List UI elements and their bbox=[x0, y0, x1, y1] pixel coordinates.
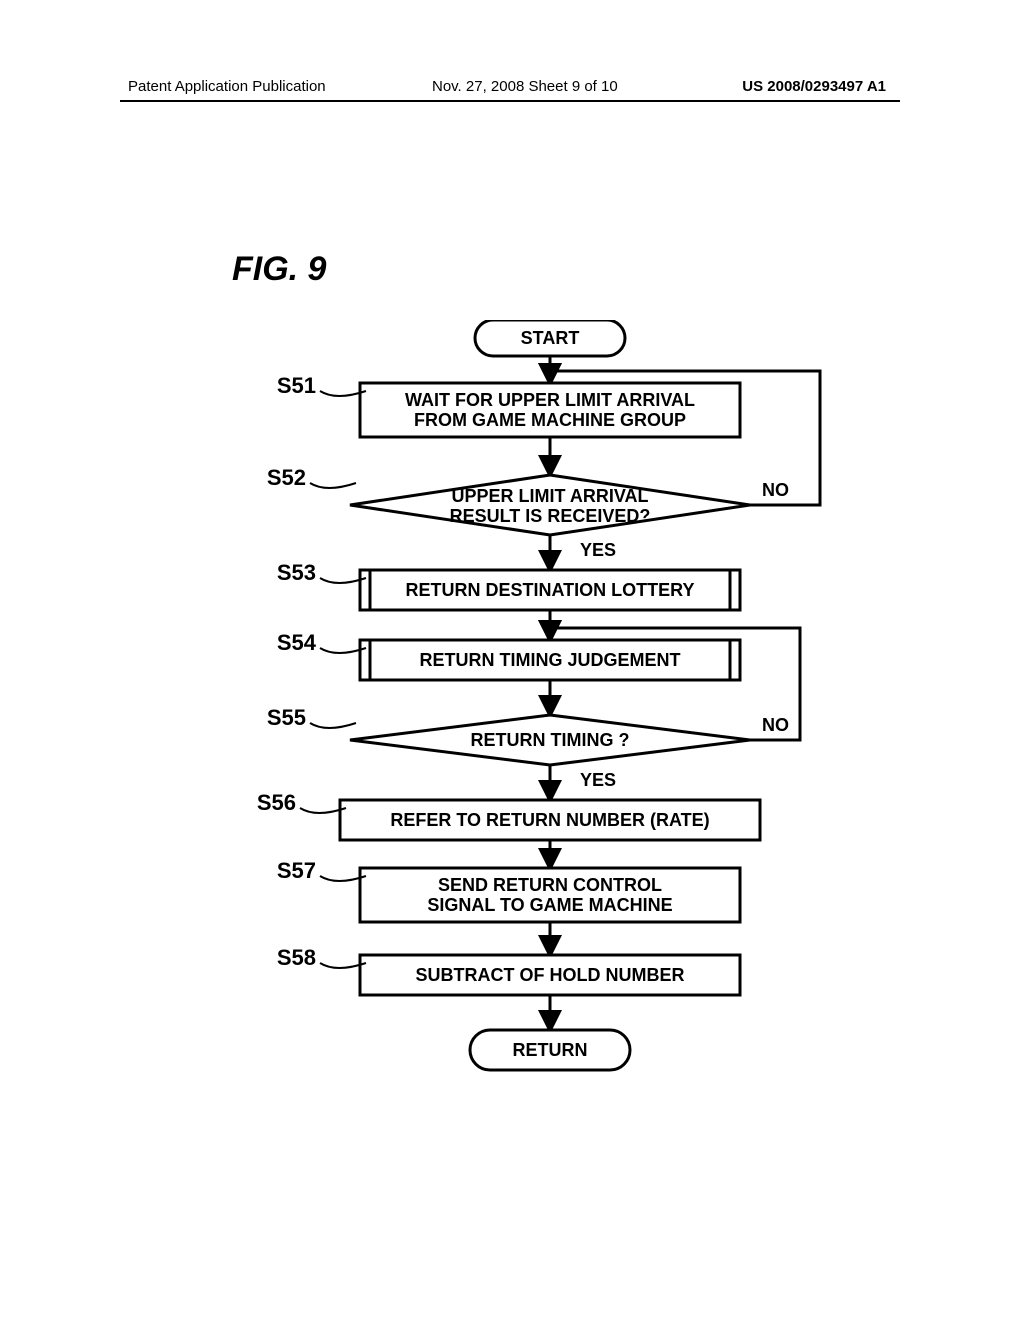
svg-text:S55: S55 bbox=[267, 705, 306, 730]
svg-text:S53: S53 bbox=[277, 560, 316, 585]
svg-text:RETURN TIMING JUDGEMENT: RETURN TIMING JUDGEMENT bbox=[420, 650, 681, 670]
header-right: US 2008/0293497 A1 bbox=[742, 78, 886, 95]
svg-text:FROM GAME MACHINE GROUP: FROM GAME MACHINE GROUP bbox=[414, 410, 686, 430]
svg-text:RETURN DESTINATION LOTTERY: RETURN DESTINATION LOTTERY bbox=[406, 580, 695, 600]
svg-text:S56: S56 bbox=[257, 790, 296, 815]
svg-text:YES: YES bbox=[580, 770, 616, 790]
header-left: Patent Application Publication bbox=[128, 78, 326, 95]
svg-text:REFER TO RETURN NUMBER (RATE): REFER TO RETURN NUMBER (RATE) bbox=[390, 810, 709, 830]
header-rule bbox=[120, 100, 900, 102]
svg-text:NO: NO bbox=[762, 480, 789, 500]
svg-text:S54: S54 bbox=[277, 630, 317, 655]
header-center: Nov. 27, 2008 Sheet 9 of 10 bbox=[432, 78, 618, 95]
figure-label: FIG. 9 bbox=[232, 250, 326, 289]
svg-text:YES: YES bbox=[580, 540, 616, 560]
svg-text:SUBTRACT OF HOLD NUMBER: SUBTRACT OF HOLD NUMBER bbox=[416, 965, 685, 985]
svg-text:WAIT FOR UPPER LIMIT ARRIVAL: WAIT FOR UPPER LIMIT ARRIVAL bbox=[405, 390, 695, 410]
svg-text:NO: NO bbox=[762, 715, 789, 735]
svg-text:S51: S51 bbox=[277, 373, 316, 398]
svg-text:START: START bbox=[521, 328, 580, 348]
svg-text:SEND RETURN CONTROL: SEND RETURN CONTROL bbox=[438, 875, 662, 895]
svg-text:RETURN TIMING ?: RETURN TIMING ? bbox=[471, 730, 630, 750]
svg-text:S58: S58 bbox=[277, 945, 316, 970]
svg-text:S52: S52 bbox=[267, 465, 306, 490]
svg-text:RETURN: RETURN bbox=[513, 1040, 588, 1060]
svg-text:S57: S57 bbox=[277, 858, 316, 883]
svg-text:RESULT IS RECEIVED?: RESULT IS RECEIVED? bbox=[450, 506, 651, 526]
flowchart: YES YES NO NO START WAIT FOR UPPER LIMIT ARRI… bbox=[180, 320, 940, 1140]
svg-text:UPPER LIMIT ARRIVAL: UPPER LIMIT ARRIVAL bbox=[452, 486, 649, 506]
page-header: Patent Application Publication Nov. 27, … bbox=[0, 78, 1024, 108]
svg-text:SIGNAL TO GAME MACHINE: SIGNAL TO GAME MACHINE bbox=[427, 895, 672, 915]
